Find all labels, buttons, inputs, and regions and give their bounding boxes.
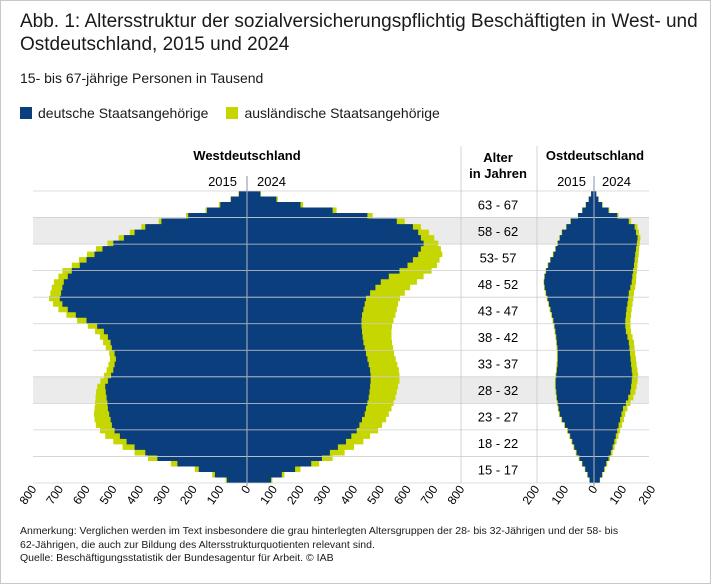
west-tick-label: 0 xyxy=(238,482,253,496)
west-tick-label: 800 xyxy=(16,482,39,507)
west-tick-label: 600 xyxy=(391,482,414,507)
west-right-year: 2024 xyxy=(257,174,286,189)
age-group-label: 63 - 67 xyxy=(478,197,518,212)
chart-labels: Westdeutschland 2015 2024 Alter in Jahre… xyxy=(193,148,644,189)
age-header-line2: in Jahren xyxy=(469,166,527,181)
east-right_2024-german-area xyxy=(594,191,638,483)
legend: deutsche Staatsangehörige ausländische S… xyxy=(20,105,458,121)
east-tick-label: 200 xyxy=(519,482,542,507)
age-group-label: 23 - 27 xyxy=(478,410,518,425)
west-tick-label: 600 xyxy=(70,482,93,507)
east-tick-label: 0 xyxy=(585,482,600,496)
age-group-label: 58 - 62 xyxy=(478,224,518,239)
axes xyxy=(33,146,649,486)
age-group-label: 48 - 52 xyxy=(478,277,518,292)
west-tick-label: 400 xyxy=(337,482,360,507)
legend-label-german: deutsche Staatsangehörige xyxy=(38,105,209,121)
east-tick-label: 100 xyxy=(548,482,571,507)
west-tick-label: 300 xyxy=(311,482,334,507)
west-tick-label: 100 xyxy=(204,482,227,507)
age-group-label: 15 - 17 xyxy=(478,463,518,478)
west-tick-label: 100 xyxy=(257,482,280,507)
note-line-2: 62-Jährigen, die auch zur Bildung des Al… xyxy=(20,538,375,551)
age-group-label: 33 - 37 xyxy=(478,357,518,372)
figure-title: Abb. 1: Altersstruktur der sozialversich… xyxy=(20,11,698,55)
west-tick-label: 400 xyxy=(123,482,146,507)
west-tick-label: 200 xyxy=(177,482,200,507)
west-tick-label: 700 xyxy=(418,482,441,507)
west-tick-label: 300 xyxy=(150,482,173,507)
age-group-labels: 63 - 67 58 - 62 53- 57 48 - 52 43 - 47 38 - 4… xyxy=(478,197,518,477)
east-tick-label: 100 xyxy=(606,482,629,507)
legend-swatch-foreign xyxy=(226,107,239,119)
age-header-line1: Alter xyxy=(483,150,513,165)
east-header: Ostdeutschland xyxy=(546,148,644,163)
east-left_2015-german-area xyxy=(544,191,594,483)
west-tick-label: 200 xyxy=(284,482,307,507)
legend-item-foreign: ausländische Staatsangehörige xyxy=(226,105,440,121)
note-line-1: Anmerkung: Verglichen werden im Text ins… xyxy=(20,525,619,537)
west-tick-label: 700 xyxy=(43,482,66,507)
age-group-label: 18 - 22 xyxy=(478,436,518,451)
west-left-year: 2015 xyxy=(208,174,237,189)
west-header: Westdeutschland xyxy=(193,148,300,163)
age-group-label: 43 - 47 xyxy=(478,303,518,318)
legend-label-foreign: ausländische Staatsangehörige xyxy=(244,105,440,121)
west-tick-label: 500 xyxy=(97,482,120,507)
figure-subtitle: 15- bis 67-jährige Personen in Tausend xyxy=(20,70,264,86)
east-right-year: 2024 xyxy=(602,174,631,189)
figure-note: Anmerkung: Verglichen werden im Text ins… xyxy=(20,525,700,566)
west-left_2015-german-area xyxy=(59,191,247,483)
west-tick-label: 500 xyxy=(364,482,387,507)
east-left-year: 2015 xyxy=(557,174,586,189)
east-tick-label: 200 xyxy=(635,482,658,507)
note-source: Quelle: Beschäftigungsstatistik der Bund… xyxy=(20,552,334,564)
pyramid-areas xyxy=(49,191,641,483)
legend-swatch-german xyxy=(20,107,32,119)
west-right_2024-german-area xyxy=(247,191,424,483)
age-group-label: 28 - 32 xyxy=(478,383,518,398)
legend-item-german: deutsche Staatsangehörige xyxy=(20,105,208,121)
age-group-label: 38 - 42 xyxy=(478,330,518,345)
tick-labels: 800 700 600 500 400 300 200 100 0 100 200 300 400 500… xyxy=(16,482,658,507)
west-tick-label: 800 xyxy=(444,482,467,507)
age-group-label: 53- 57 xyxy=(480,250,517,265)
